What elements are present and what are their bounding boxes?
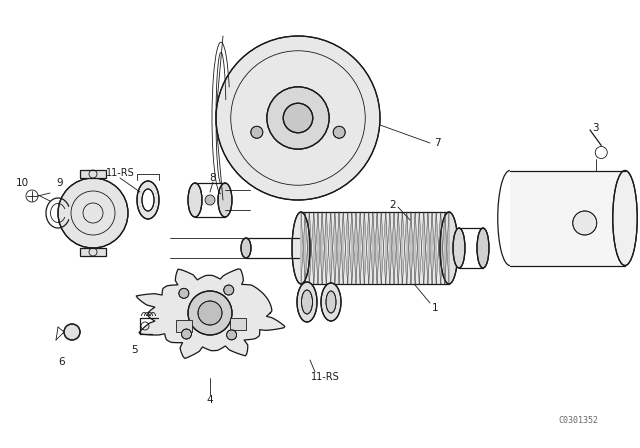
Bar (301, 212, 449, 284)
Ellipse shape (137, 181, 159, 219)
Ellipse shape (297, 282, 317, 322)
Circle shape (64, 324, 80, 340)
Bar (80, 248, 106, 256)
Bar (80, 170, 106, 178)
Ellipse shape (440, 212, 458, 284)
Ellipse shape (326, 291, 336, 313)
Bar (177, 320, 193, 332)
Circle shape (224, 285, 234, 295)
Text: 11-RS: 11-RS (310, 372, 339, 382)
Ellipse shape (477, 228, 489, 268)
Circle shape (182, 329, 191, 339)
Text: 5: 5 (132, 345, 138, 355)
Ellipse shape (301, 290, 312, 314)
Circle shape (573, 211, 596, 235)
Ellipse shape (218, 183, 232, 217)
Bar (510, 171, 625, 266)
Text: 10: 10 (15, 178, 29, 188)
Circle shape (267, 87, 329, 149)
Circle shape (333, 126, 345, 138)
Circle shape (205, 195, 215, 205)
Circle shape (227, 330, 237, 340)
Ellipse shape (453, 228, 465, 268)
Text: 7: 7 (434, 138, 440, 148)
Bar (230, 318, 246, 330)
Text: 3: 3 (592, 123, 598, 133)
Text: C0301352: C0301352 (558, 415, 598, 425)
Text: 9: 9 (57, 178, 63, 188)
Ellipse shape (292, 212, 310, 284)
Polygon shape (136, 269, 285, 358)
Circle shape (216, 36, 380, 200)
Circle shape (179, 289, 189, 298)
Ellipse shape (321, 283, 341, 321)
Text: 6: 6 (59, 357, 65, 367)
Ellipse shape (142, 189, 154, 211)
Text: 8: 8 (210, 173, 216, 183)
Text: 11-RS: 11-RS (106, 168, 134, 178)
Circle shape (251, 126, 263, 138)
Circle shape (284, 103, 313, 133)
Circle shape (198, 301, 222, 325)
Text: 1: 1 (432, 303, 438, 313)
Circle shape (188, 291, 232, 335)
Ellipse shape (241, 238, 251, 258)
Text: 4: 4 (207, 395, 213, 405)
Ellipse shape (188, 183, 202, 217)
Ellipse shape (612, 171, 637, 266)
Circle shape (58, 178, 128, 248)
Text: 2: 2 (390, 200, 396, 210)
